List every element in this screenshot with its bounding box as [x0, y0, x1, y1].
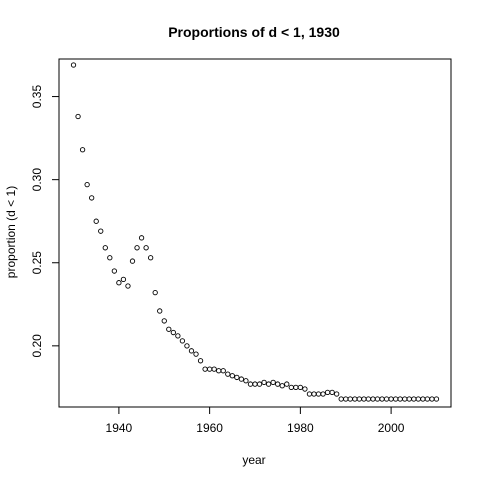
data-point	[120, 276, 127, 283]
data-point	[125, 283, 131, 289]
data-point	[102, 245, 108, 251]
y-tick-label: 0.25	[30, 251, 44, 275]
data-point	[329, 389, 335, 396]
x-axis: 1940 1960 1980 2000	[106, 406, 405, 435]
data-point	[84, 181, 90, 188]
data-point	[211, 366, 217, 372]
data-point	[184, 343, 190, 349]
data-point	[243, 378, 249, 384]
data-point	[161, 318, 167, 324]
data-point	[75, 113, 81, 120]
data-point	[279, 383, 285, 389]
x-tick-label: 1940	[106, 421, 133, 435]
data-point	[265, 381, 272, 387]
data-point	[188, 348, 195, 354]
data-point	[143, 245, 149, 251]
data-point	[107, 255, 113, 261]
data-point	[152, 290, 158, 296]
data-point	[134, 245, 140, 251]
data-point	[220, 368, 226, 374]
y-axis: 0.20 0.25 0.30 0.35	[30, 85, 60, 358]
data-point	[79, 147, 86, 153]
data-point	[284, 381, 290, 387]
data-point	[89, 195, 95, 201]
data-point	[229, 373, 235, 379]
y-axis-label: proportion (d < 1)	[4, 186, 18, 278]
data-point	[193, 351, 199, 357]
y-tick-label: 0.20	[30, 334, 44, 358]
data-point	[234, 374, 240, 381]
data-point	[256, 381, 263, 387]
data-point	[320, 391, 326, 397]
data-point	[175, 333, 181, 339]
data-point	[275, 381, 281, 387]
data-point	[334, 391, 340, 397]
data-points	[70, 62, 440, 402]
data-point	[225, 371, 231, 377]
data-point	[138, 235, 145, 241]
x-tick-label: 2000	[378, 421, 405, 435]
data-point	[157, 308, 163, 314]
chart-title: Proportions of d < 1, 1930	[168, 24, 340, 40]
x-axis-label: year	[242, 453, 265, 467]
y-tick-label: 0.35	[30, 85, 44, 109]
data-point	[302, 386, 308, 392]
data-point	[261, 379, 267, 386]
data-point	[238, 376, 245, 382]
data-point	[197, 358, 204, 364]
data-point	[147, 255, 154, 261]
data-point	[433, 396, 440, 402]
data-point	[179, 338, 186, 344]
data-point	[111, 268, 118, 274]
data-point	[98, 228, 104, 234]
data-point	[270, 379, 276, 386]
data-point	[70, 62, 77, 68]
data-point	[297, 384, 304, 391]
y-tick-label: 0.30	[30, 168, 44, 192]
data-point	[93, 218, 99, 224]
data-point	[170, 329, 176, 336]
x-tick-label: 1980	[287, 421, 314, 435]
data-point	[116, 280, 122, 286]
data-point	[166, 326, 172, 332]
x-tick-label: 1960	[196, 421, 223, 435]
data-point	[129, 258, 136, 264]
